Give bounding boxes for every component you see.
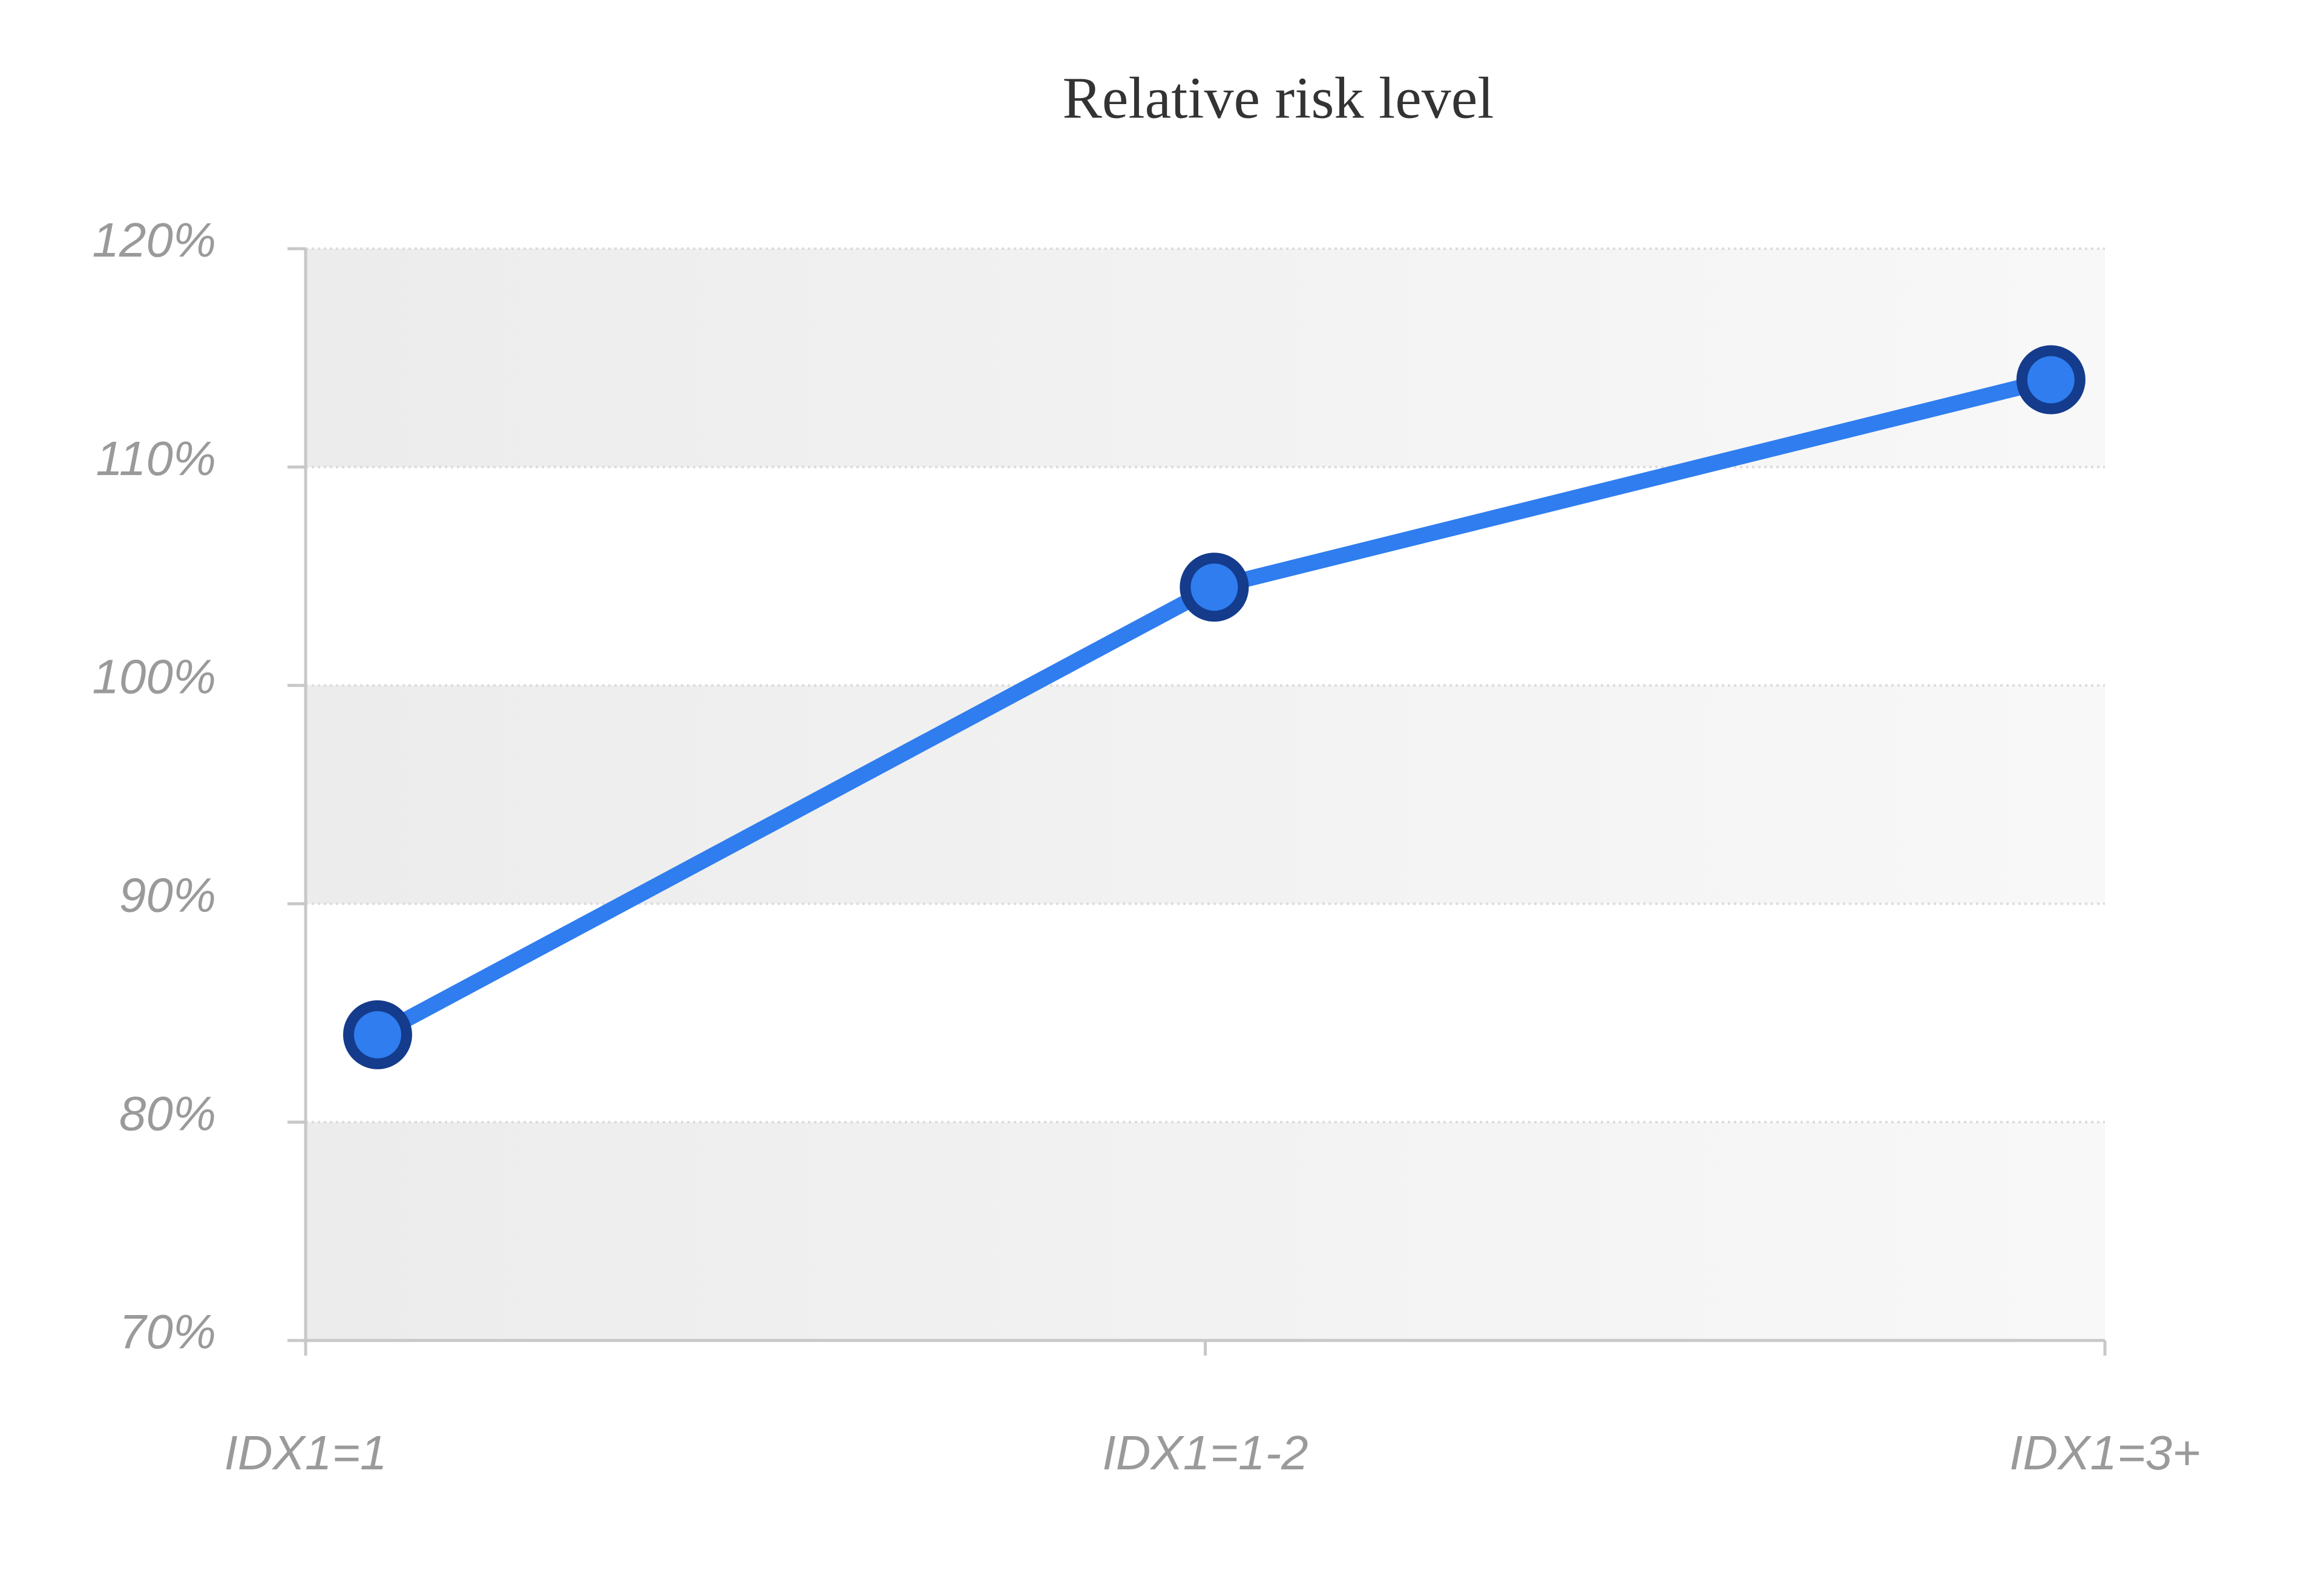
marker [343, 1000, 412, 1069]
chart-title: Relative risk level [1063, 65, 1494, 131]
x-tick-label: IDX1=1-2 [1102, 1426, 1308, 1480]
x-tick-label: IDX1=3+ [2009, 1426, 2201, 1480]
y-tick-label: 90% [119, 868, 216, 922]
y-tick-label: 80% [119, 1086, 216, 1140]
y-tick-label: 120% [92, 213, 216, 267]
x-tick-label: IDX1=1 [224, 1426, 387, 1480]
plot-band [306, 249, 2105, 467]
marker [1180, 553, 1249, 622]
plot-band [306, 685, 2105, 904]
marker [2016, 345, 2086, 415]
y-tick-label: 70% [119, 1305, 216, 1359]
plot-band [306, 1122, 2105, 1340]
y-tick-label: 110% [96, 431, 216, 485]
y-tick-label: 100% [92, 650, 216, 704]
